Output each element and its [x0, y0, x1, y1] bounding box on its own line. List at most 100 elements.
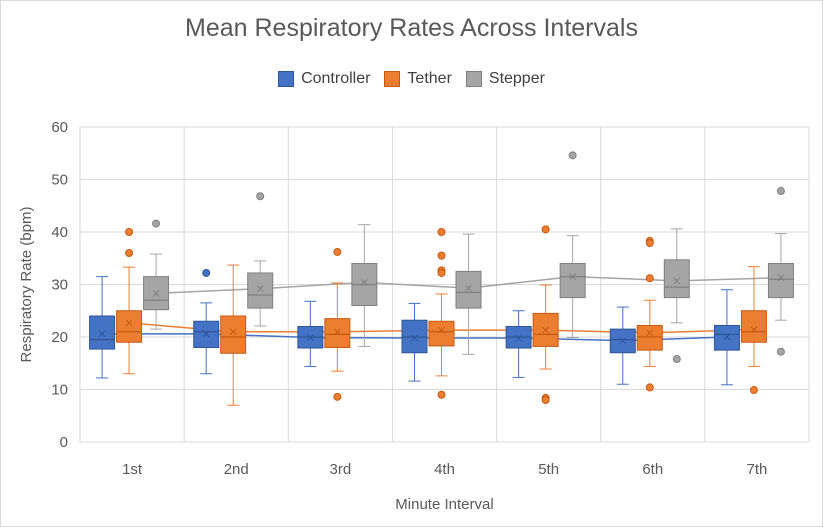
- box: [740, 310, 767, 343]
- legend-swatch: [384, 71, 401, 87]
- legend-item: Stepper: [465, 70, 545, 88]
- x-axis-title: Minute Interval: [395, 496, 493, 513]
- legend-item: Tether: [384, 70, 452, 88]
- x-tick-label: 2nd: [224, 461, 249, 478]
- box: [116, 310, 143, 343]
- mean-marker: [411, 334, 418, 342]
- box-plot: [559, 151, 586, 339]
- legend-label: Controller: [301, 70, 371, 87]
- mean-marker: [334, 328, 341, 336]
- box-plot: [401, 302, 428, 382]
- outlier-point: [437, 390, 446, 399]
- x-tick-label: 5th: [538, 461, 559, 478]
- outlier-point: [645, 239, 654, 248]
- box-plot: [505, 310, 532, 378]
- mean-marker: [202, 330, 210, 338]
- box-plot: [297, 300, 324, 367]
- chart-legend: Controller Tether Stepper: [0, 70, 823, 88]
- mean-marker: [438, 326, 445, 334]
- legend-label: Stepper: [488, 70, 545, 87]
- mean-marker: [515, 334, 522, 342]
- chart-title: Mean Respiratory Rates Across Intervals: [185, 14, 638, 42]
- outlier-point: [776, 347, 785, 356]
- outlier-point: [645, 383, 654, 392]
- legend-item: Controller: [278, 70, 370, 88]
- y-tick-label: 60: [51, 119, 68, 136]
- mean-marker: [777, 274, 785, 282]
- x-tick-label: 3rd: [330, 461, 352, 478]
- outlier-point: [437, 251, 446, 260]
- legend-swatch: [465, 71, 482, 87]
- box-plot: [220, 264, 247, 406]
- y-tick-label: 20: [51, 329, 68, 346]
- outlier-point: [333, 392, 342, 401]
- outlier-point: [437, 228, 446, 236]
- box-plot: [89, 276, 116, 379]
- mean-marker: [723, 333, 731, 341]
- x-tick-label: 4th: [434, 461, 455, 478]
- y-tick-label: 0: [60, 434, 68, 451]
- box-plot: [636, 236, 663, 392]
- mean-marker: [619, 337, 627, 345]
- outlier-point: [256, 192, 265, 201]
- box: [559, 263, 586, 299]
- box-plot: [609, 306, 636, 385]
- box: [455, 270, 482, 309]
- y-tick-label: 40: [51, 224, 68, 241]
- mean-marker: [569, 273, 576, 280]
- box-plot: [713, 289, 740, 386]
- box-plot: [351, 224, 378, 347]
- box: [247, 272, 274, 309]
- mean-marker: [125, 319, 133, 327]
- mean-marker: [152, 290, 160, 297]
- outlier-point: [125, 249, 134, 257]
- box-plot: [143, 219, 170, 330]
- box-plot: [455, 233, 482, 355]
- mean-marker: [307, 334, 314, 341]
- outlier-point: [672, 355, 681, 364]
- box: [713, 324, 740, 351]
- y-tick-label: 50: [51, 172, 68, 189]
- box: [767, 263, 794, 299]
- mean-marker: [98, 330, 106, 338]
- box-plot: [767, 187, 794, 356]
- box-plot: [428, 228, 455, 399]
- box: [428, 320, 455, 347]
- x-tick-label: 6th: [642, 461, 663, 478]
- y-axis-title: Respiratory Rate (bpm): [18, 207, 35, 363]
- box-plot: [663, 228, 690, 364]
- mean-marker: [256, 285, 264, 293]
- box: [636, 324, 663, 351]
- outlier-point: [541, 396, 550, 404]
- box-plot: [740, 266, 767, 395]
- legend-swatch: [278, 71, 295, 87]
- mean-marker: [750, 326, 758, 334]
- mean-marker: [646, 329, 654, 337]
- box-plot: [532, 225, 559, 404]
- outlier-point: [568, 151, 577, 160]
- box: [663, 259, 690, 299]
- outlier-point: [645, 274, 654, 283]
- outlier-point: [125, 228, 134, 236]
- box: [324, 318, 351, 348]
- outlier-point: [202, 268, 211, 277]
- mean-marker: [465, 284, 472, 292]
- mean-marker: [542, 326, 549, 334]
- box-plot: [247, 192, 274, 327]
- y-tick-label: 30: [51, 277, 68, 294]
- outlier-point: [437, 268, 446, 277]
- box-plot: [324, 247, 351, 401]
- mean-marker: [229, 328, 237, 336]
- box: [89, 315, 116, 350]
- outlier-point: [749, 386, 758, 395]
- box-plot: [193, 268, 220, 375]
- x-tick-label: 7th: [746, 461, 767, 478]
- box: [220, 315, 247, 354]
- outlier-point: [776, 187, 785, 196]
- mean-marker: [361, 279, 368, 286]
- legend-label: Tether: [407, 70, 452, 87]
- outlier-point: [541, 225, 550, 234]
- outlier-point: [333, 247, 342, 256]
- x-tick-label: 1st: [122, 461, 143, 478]
